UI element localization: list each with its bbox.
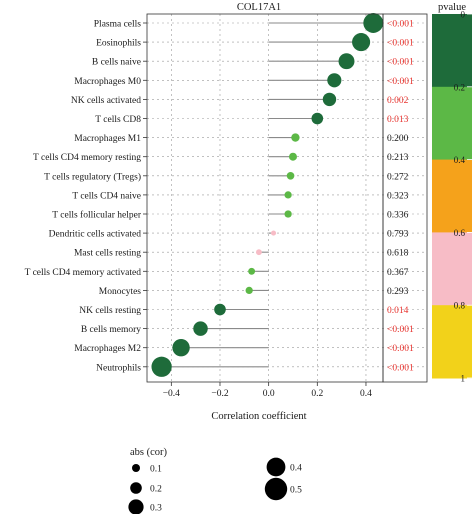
pvalue-legend-tick-label: 1	[461, 374, 466, 384]
size-legend-label: 0.2	[150, 485, 162, 495]
pvalue-legend-band	[432, 159, 472, 233]
pvalue-legend-band	[432, 305, 472, 379]
y-tick-label: Macrophages M2	[74, 344, 141, 354]
x-tick-label: −0.2	[211, 389, 228, 399]
chart-title: COL17A1	[237, 2, 281, 13]
row-labels: Plasma cells Eosinophils B cells naive Macr…	[25, 20, 142, 374]
size-legend-dot	[264, 477, 288, 501]
pvalue-label: 0.014	[387, 306, 409, 316]
y-tick-label: NK cells resting	[79, 306, 141, 316]
pvalue-label: <0.001	[387, 325, 414, 335]
pvalue-label: <0.001	[387, 39, 414, 49]
lollipop-point	[352, 33, 371, 52]
pvalue-label: <0.001	[387, 77, 414, 87]
pvalue-label: 0.336	[387, 211, 409, 221]
y-tick-label: T cells follicular helper	[52, 210, 142, 221]
lollipop-point	[291, 133, 300, 142]
pvalue-legend-tick-label: 0.8	[454, 301, 466, 311]
pvalue-label: 0.200	[387, 134, 409, 144]
size-legend-dot	[266, 457, 286, 477]
pvalue-label: 0.293	[387, 287, 409, 297]
pvalue-legend-tick-label: 0.2	[454, 82, 465, 92]
x-tick-label: 0.2	[311, 389, 323, 399]
lollipop-point	[286, 171, 295, 180]
lollipop-point	[245, 286, 253, 295]
pvalue-label: 0.213	[387, 153, 409, 163]
x-tick-label: −0.4	[163, 389, 180, 399]
size-legend-title: abs (cor)	[130, 447, 168, 458]
lollipop-point	[311, 112, 324, 125]
y-tick-label: NK cells activated	[71, 96, 141, 106]
pvalue-label: 0.013	[387, 115, 409, 125]
y-tick-label: Dendritic cells activated	[49, 230, 142, 240]
pvalue-label: <0.001	[387, 344, 414, 354]
y-tick-label: T cells CD4 naive	[72, 191, 141, 201]
y-tick-label: T cells CD4 memory activated	[25, 268, 142, 278]
lollipop-point	[338, 53, 355, 70]
size-legend-label: 0.5	[290, 486, 302, 496]
lollipop-point	[172, 339, 190, 357]
size-legend-label: 0.1	[150, 465, 162, 475]
pvalue-legend-tick-label: 0	[461, 10, 466, 20]
size-legend-label: 0.3	[150, 504, 162, 514]
size-legend-dot	[128, 499, 144, 514]
lollipop-point	[270, 230, 277, 236]
pvalue-column-frame	[382, 13, 428, 383]
lollipop-point	[363, 13, 384, 33]
size-legend-dot	[130, 482, 142, 494]
pvalue-label: 0.272	[387, 172, 409, 182]
y-tick-label: Eosinophils	[96, 39, 141, 49]
y-tick-label: Macrophages M1	[74, 134, 141, 144]
pvalue-legend-tick-label: 0.6	[454, 228, 466, 238]
pvalue-label: <0.001	[387, 58, 414, 68]
lollipop-point	[193, 321, 208, 336]
pvalue-legend-band	[432, 14, 472, 88]
y-tick-label: B cells naive	[92, 58, 141, 68]
plot-frame	[146, 13, 384, 383]
pvalue-legend-tick-label: 0.4	[454, 155, 466, 165]
lollipop-point	[151, 356, 172, 377]
y-tick-label: Neutrophils	[96, 363, 141, 373]
lollipop-point	[248, 267, 256, 275]
lollipop-point	[284, 191, 292, 199]
pvalue-legend-title: pvalue	[438, 2, 466, 13]
y-tick-label: Mast cells resting	[74, 249, 141, 259]
lollipop-point	[322, 92, 337, 107]
y-tick-label: Plasma cells	[94, 20, 142, 30]
data-marks	[151, 13, 384, 377]
size-legend-label: 0.4	[290, 464, 302, 474]
x-axis-label: Correlation coefficient	[211, 411, 306, 422]
lollipop-point	[327, 73, 342, 88]
y-tick-label: T cells CD8	[95, 115, 141, 125]
y-tick-label: Monocytes	[99, 287, 142, 297]
y-tick-label: T cells CD4 memory resting	[33, 153, 141, 163]
size-legend-dot	[132, 464, 140, 472]
pvalue-label: <0.001	[387, 20, 414, 30]
pvalue-label: 0.793	[387, 230, 409, 240]
pvalue-label: 0.367	[387, 268, 409, 278]
lollipop-point	[255, 249, 262, 256]
y-tick-label: T cells regulatory (Tregs)	[44, 171, 141, 182]
y-tick-label: B cells memory	[81, 325, 141, 335]
lollipop-point	[284, 210, 292, 218]
pvalue-legend-band	[432, 232, 472, 306]
pvalue-label: <0.001	[387, 363, 414, 373]
pvalue-label: 0.002	[387, 96, 409, 106]
pvalue-label: 0.323	[387, 191, 409, 201]
x-tick-label: 0.4	[360, 389, 372, 399]
y-tick-label: Macrophages M0	[74, 77, 141, 87]
x-tick-label: 0.0	[263, 389, 275, 399]
pvalue-legend-band	[432, 86, 472, 161]
lollipop-point	[288, 152, 297, 161]
pvalue-label: 0.618	[387, 249, 409, 259]
lollipop-point	[214, 303, 226, 316]
